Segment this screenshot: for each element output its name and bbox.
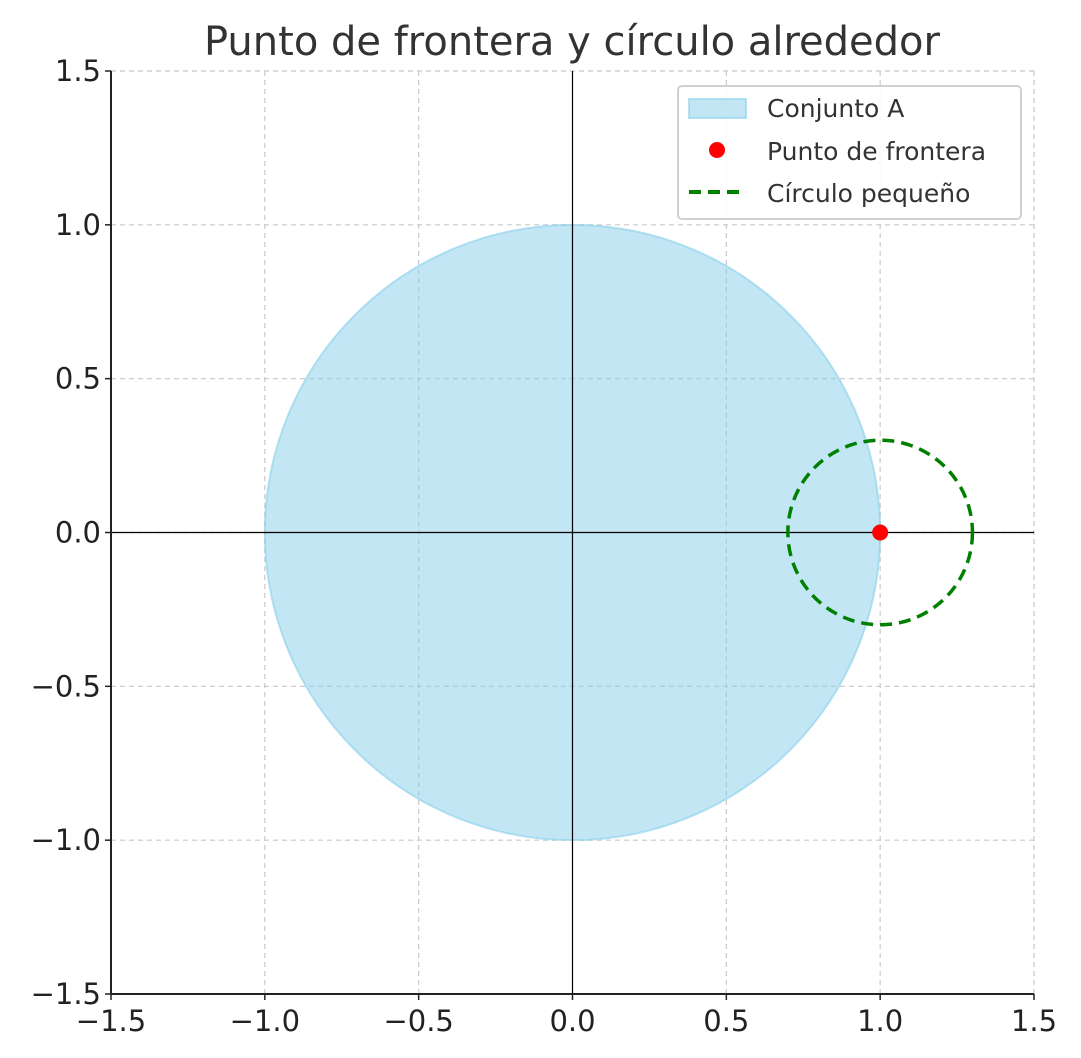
y-tick-label: 0.5 [55, 362, 101, 396]
x-tick-label: 0.5 [703, 1004, 749, 1038]
legend: Conjunto A Punto de frontera Círculo peq… [677, 85, 1022, 220]
legend-label-conjunto-a: Conjunto A [767, 94, 904, 123]
y-tick-label: −1.0 [31, 823, 101, 857]
legend-swatch-conjunto-a [688, 98, 747, 119]
x-tick-label: 0.0 [549, 1004, 595, 1038]
x-tick-label: 1.0 [857, 1004, 903, 1038]
legend-frame [677, 85, 1022, 220]
y-tick-label: 1.0 [55, 208, 101, 242]
chart-title: Punto de frontera y círculo alrededor [204, 19, 941, 65]
legend-marker-punto [709, 142, 725, 158]
legend-label-punto: Punto de frontera [767, 137, 986, 166]
axes: −1.5−1.5 −1.0 −1.0 −0.5 −0.5 0.0 0.0 0.5 0.5 1.0 1… [31, 54, 1057, 1038]
x-tick-label: 1.5 [1011, 1004, 1057, 1038]
x-tick-label: −1.0 [230, 1004, 300, 1038]
x-tick-label: −0.5 [383, 1004, 453, 1038]
legend-label-circulo: Círculo pequeño [767, 179, 970, 208]
plot-marks [111, 71, 1034, 994]
boundary-point [872, 524, 889, 541]
y-tick-label: −1.5 [31, 977, 101, 1011]
x-tick-label: −1.5 [76, 1004, 146, 1038]
y-tick-label: −0.5 [31, 669, 101, 703]
y-tick-label: 1.5 [55, 54, 101, 88]
y-tick-label: 0.0 [55, 516, 101, 550]
small-circle [786, 438, 975, 627]
